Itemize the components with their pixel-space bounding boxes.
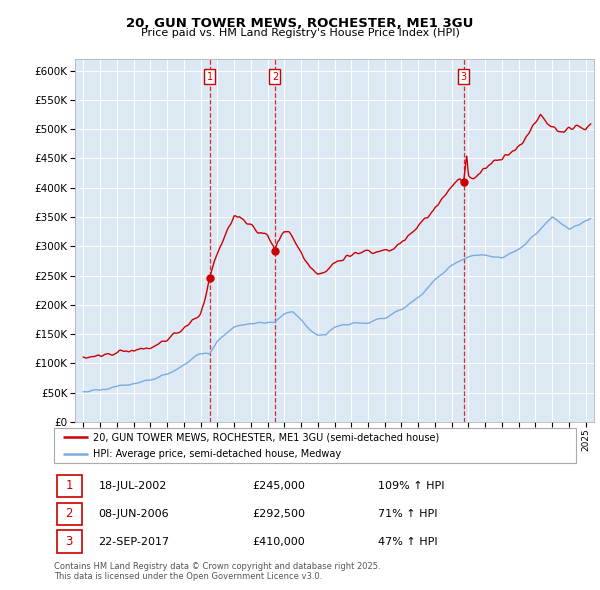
Text: 08-JUN-2006: 08-JUN-2006	[98, 509, 169, 519]
FancyBboxPatch shape	[56, 474, 82, 497]
Text: 1: 1	[65, 480, 73, 493]
Text: Contains HM Land Registry data © Crown copyright and database right 2025.
This d: Contains HM Land Registry data © Crown c…	[54, 562, 380, 581]
Text: 47% ↑ HPI: 47% ↑ HPI	[377, 537, 437, 547]
Text: 22-SEP-2017: 22-SEP-2017	[98, 537, 169, 547]
FancyBboxPatch shape	[56, 530, 82, 553]
Text: 20, GUN TOWER MEWS, ROCHESTER, ME1 3GU: 20, GUN TOWER MEWS, ROCHESTER, ME1 3GU	[127, 17, 473, 30]
Text: 3: 3	[65, 535, 73, 548]
Text: £292,500: £292,500	[253, 509, 305, 519]
Text: 71% ↑ HPI: 71% ↑ HPI	[377, 509, 437, 519]
Text: 20, GUN TOWER MEWS, ROCHESTER, ME1 3GU (semi-detached house): 20, GUN TOWER MEWS, ROCHESTER, ME1 3GU (…	[93, 432, 439, 442]
Text: 2: 2	[65, 507, 73, 520]
Text: 3: 3	[461, 71, 467, 81]
Text: Price paid vs. HM Land Registry's House Price Index (HPI): Price paid vs. HM Land Registry's House …	[140, 28, 460, 38]
Text: 109% ↑ HPI: 109% ↑ HPI	[377, 481, 444, 491]
FancyBboxPatch shape	[56, 503, 82, 525]
Text: 1: 1	[206, 71, 212, 81]
Text: £245,000: £245,000	[253, 481, 305, 491]
Text: £410,000: £410,000	[253, 537, 305, 547]
FancyBboxPatch shape	[54, 428, 576, 463]
Text: 18-JUL-2002: 18-JUL-2002	[98, 481, 167, 491]
Text: HPI: Average price, semi-detached house, Medway: HPI: Average price, semi-detached house,…	[93, 450, 341, 459]
Text: 2: 2	[272, 71, 278, 81]
